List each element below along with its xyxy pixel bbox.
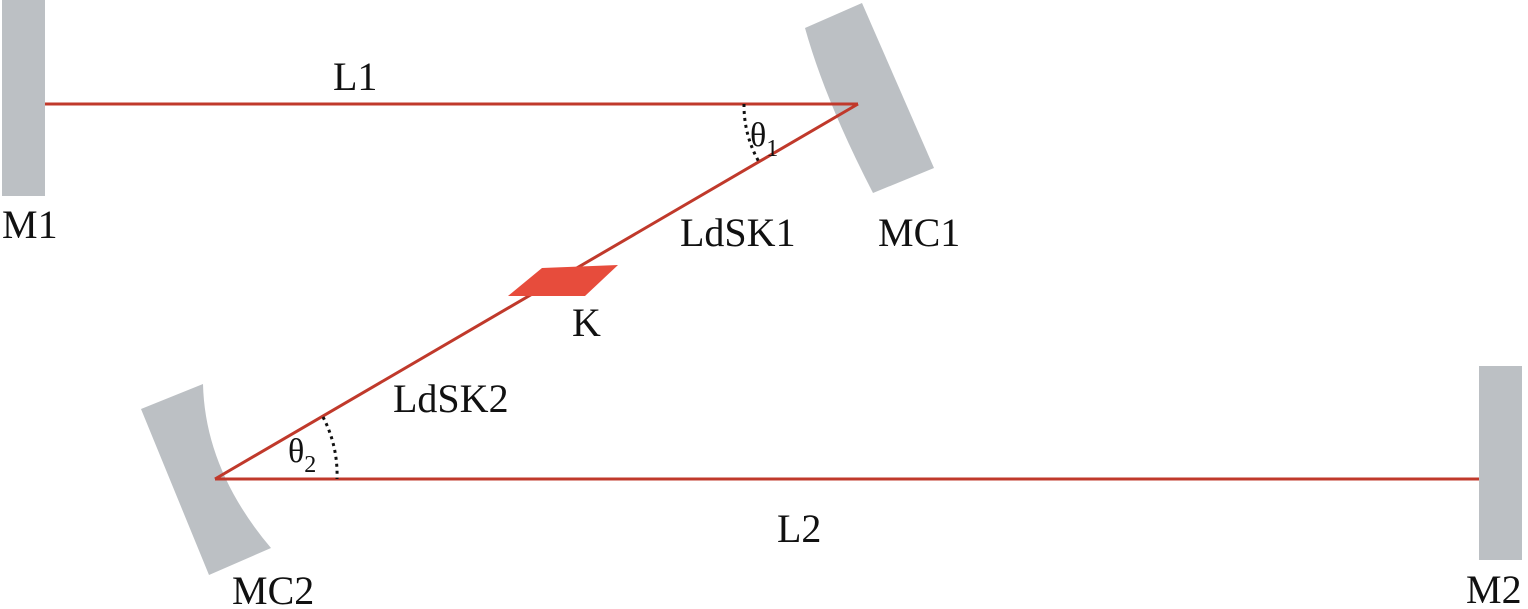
label-theta2: θ2	[288, 433, 316, 478]
curved-mirror-mc1	[805, 3, 934, 193]
label-m1: M1	[2, 202, 58, 247]
curved-mirror-mc2	[141, 384, 271, 575]
mirror-m1	[2, 0, 45, 196]
label-ldsk2: LdSK2	[393, 376, 509, 421]
label-mc2: MC2	[232, 568, 314, 609]
label-l2: L2	[777, 506, 821, 551]
label-theta1: θ1	[750, 117, 778, 162]
mirror-m2	[1479, 366, 1522, 560]
label-mc1: MC1	[878, 210, 960, 255]
crystal-k	[508, 265, 618, 296]
label-ldsk1: LdSK1	[680, 210, 796, 255]
label-m2: M2	[1466, 567, 1522, 609]
angle-arc-theta1	[742, 103, 761, 163]
angle-arc-theta2	[321, 416, 339, 480]
label-k: K	[572, 300, 601, 345]
label-l1: L1	[333, 54, 377, 99]
